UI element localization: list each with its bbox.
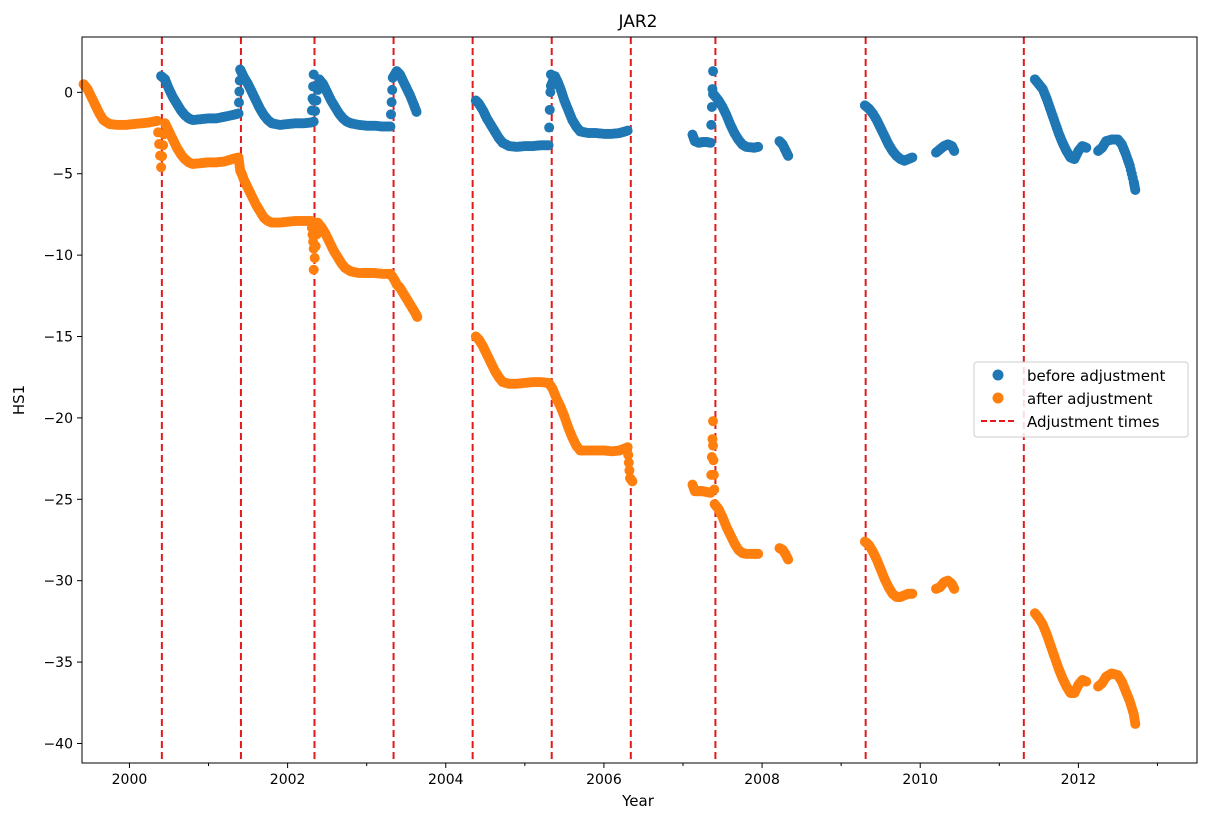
legend-label-adjustment: Adjustment times	[1027, 413, 1160, 431]
data-point	[308, 116, 319, 127]
data-point-fill	[309, 252, 320, 263]
x-tick-label: 2002	[270, 772, 306, 788]
data-point-fill	[708, 455, 719, 466]
data-point	[753, 548, 764, 559]
x-axis-label: Year	[621, 792, 655, 810]
data-point-fill	[706, 119, 717, 130]
data-point	[708, 416, 719, 427]
data-point	[622, 442, 633, 453]
data-point	[783, 150, 794, 161]
series-after-adjustment	[78, 79, 1141, 729]
y-tick-label: −40	[43, 736, 73, 752]
data-point	[411, 106, 422, 117]
data-point-fill	[158, 140, 169, 151]
data-point	[308, 264, 319, 275]
data-point	[1130, 185, 1141, 196]
data-point	[622, 125, 633, 136]
data-point	[708, 66, 719, 77]
y-tick-label: −20	[43, 411, 73, 427]
data-point-fill	[708, 469, 719, 480]
data-point	[412, 311, 423, 322]
data-point-fill	[544, 122, 555, 133]
legend-marker-after	[992, 392, 1004, 404]
data-point	[907, 588, 918, 599]
legend-label-after: after adjustment	[1027, 390, 1153, 408]
legend-marker-before	[992, 369, 1004, 381]
x-tick-label: 2000	[112, 772, 148, 788]
data-point-fill	[706, 101, 717, 112]
y-tick-label: −35	[43, 655, 73, 671]
data-point	[1081, 676, 1092, 687]
data-point-fill	[385, 109, 396, 120]
x-tick-label: 2008	[744, 772, 780, 788]
data-point	[783, 554, 794, 565]
legend-box	[973, 361, 1189, 438]
data-point	[708, 440, 719, 451]
data-point	[152, 115, 163, 126]
data-point-fill	[624, 465, 635, 476]
data-point	[949, 145, 960, 156]
data-point	[1130, 718, 1141, 729]
data-point	[627, 476, 638, 487]
data-point-fill	[623, 449, 634, 460]
data-point	[385, 121, 396, 132]
y-tick-label: −30	[43, 574, 73, 590]
y-axis: 0 −5 −10 −15 −20 −25 −30 −35 −40	[43, 85, 82, 752]
data-point-fill	[157, 151, 168, 162]
data-point	[753, 141, 764, 152]
y-tick-label: −15	[43, 330, 73, 346]
y-tick-label: −5	[52, 167, 73, 183]
x-tick-label: 2006	[586, 772, 622, 788]
x-axis: 2000 2002 2004 2006 2008 2010 2012	[112, 763, 1158, 788]
legend: before adjustment after adjustment Adjus…	[973, 361, 1189, 438]
series-before-adjustment	[156, 64, 1141, 196]
series-layer	[78, 64, 1141, 729]
data-point-fill	[544, 104, 555, 115]
data-point	[1081, 142, 1092, 153]
y-tick-label: −25	[43, 492, 73, 508]
y-tick-label: 0	[64, 85, 73, 101]
data-point-fill	[311, 95, 322, 106]
x-tick-label: 2010	[902, 772, 938, 788]
x-tick-label: 2004	[428, 772, 464, 788]
y-tick-label: −10	[43, 248, 73, 264]
data-point-fill	[709, 484, 720, 495]
data-point-fill	[233, 97, 244, 108]
data-point-fill	[310, 106, 321, 117]
chart-title: JAR2	[618, 12, 658, 32]
x-tick-label: 2012	[1061, 772, 1097, 788]
data-point-fill	[234, 86, 245, 97]
data-point	[705, 137, 716, 148]
data-point	[543, 140, 554, 151]
data-point	[233, 108, 244, 119]
plot-frame	[81, 36, 1198, 764]
data-point	[907, 152, 918, 163]
legend-label-before: before adjustment	[1027, 367, 1165, 385]
data-point	[949, 583, 960, 594]
data-point	[156, 162, 167, 173]
data-point-fill	[310, 241, 321, 252]
y-axis-label: HS1	[10, 385, 28, 415]
data-point-fill	[623, 457, 634, 468]
data-point-fill	[387, 84, 398, 95]
data-point-fill	[386, 97, 397, 108]
